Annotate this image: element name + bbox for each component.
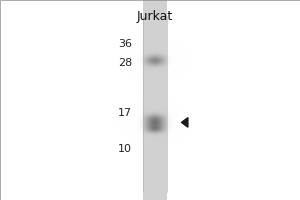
Text: 28: 28 (118, 58, 132, 68)
Bar (142, 16, 167, 192)
Polygon shape (182, 118, 188, 127)
Text: 36: 36 (118, 39, 132, 49)
Text: 17: 17 (118, 108, 132, 118)
Text: 10: 10 (118, 144, 132, 154)
Text: Jurkat: Jurkat (136, 10, 172, 23)
